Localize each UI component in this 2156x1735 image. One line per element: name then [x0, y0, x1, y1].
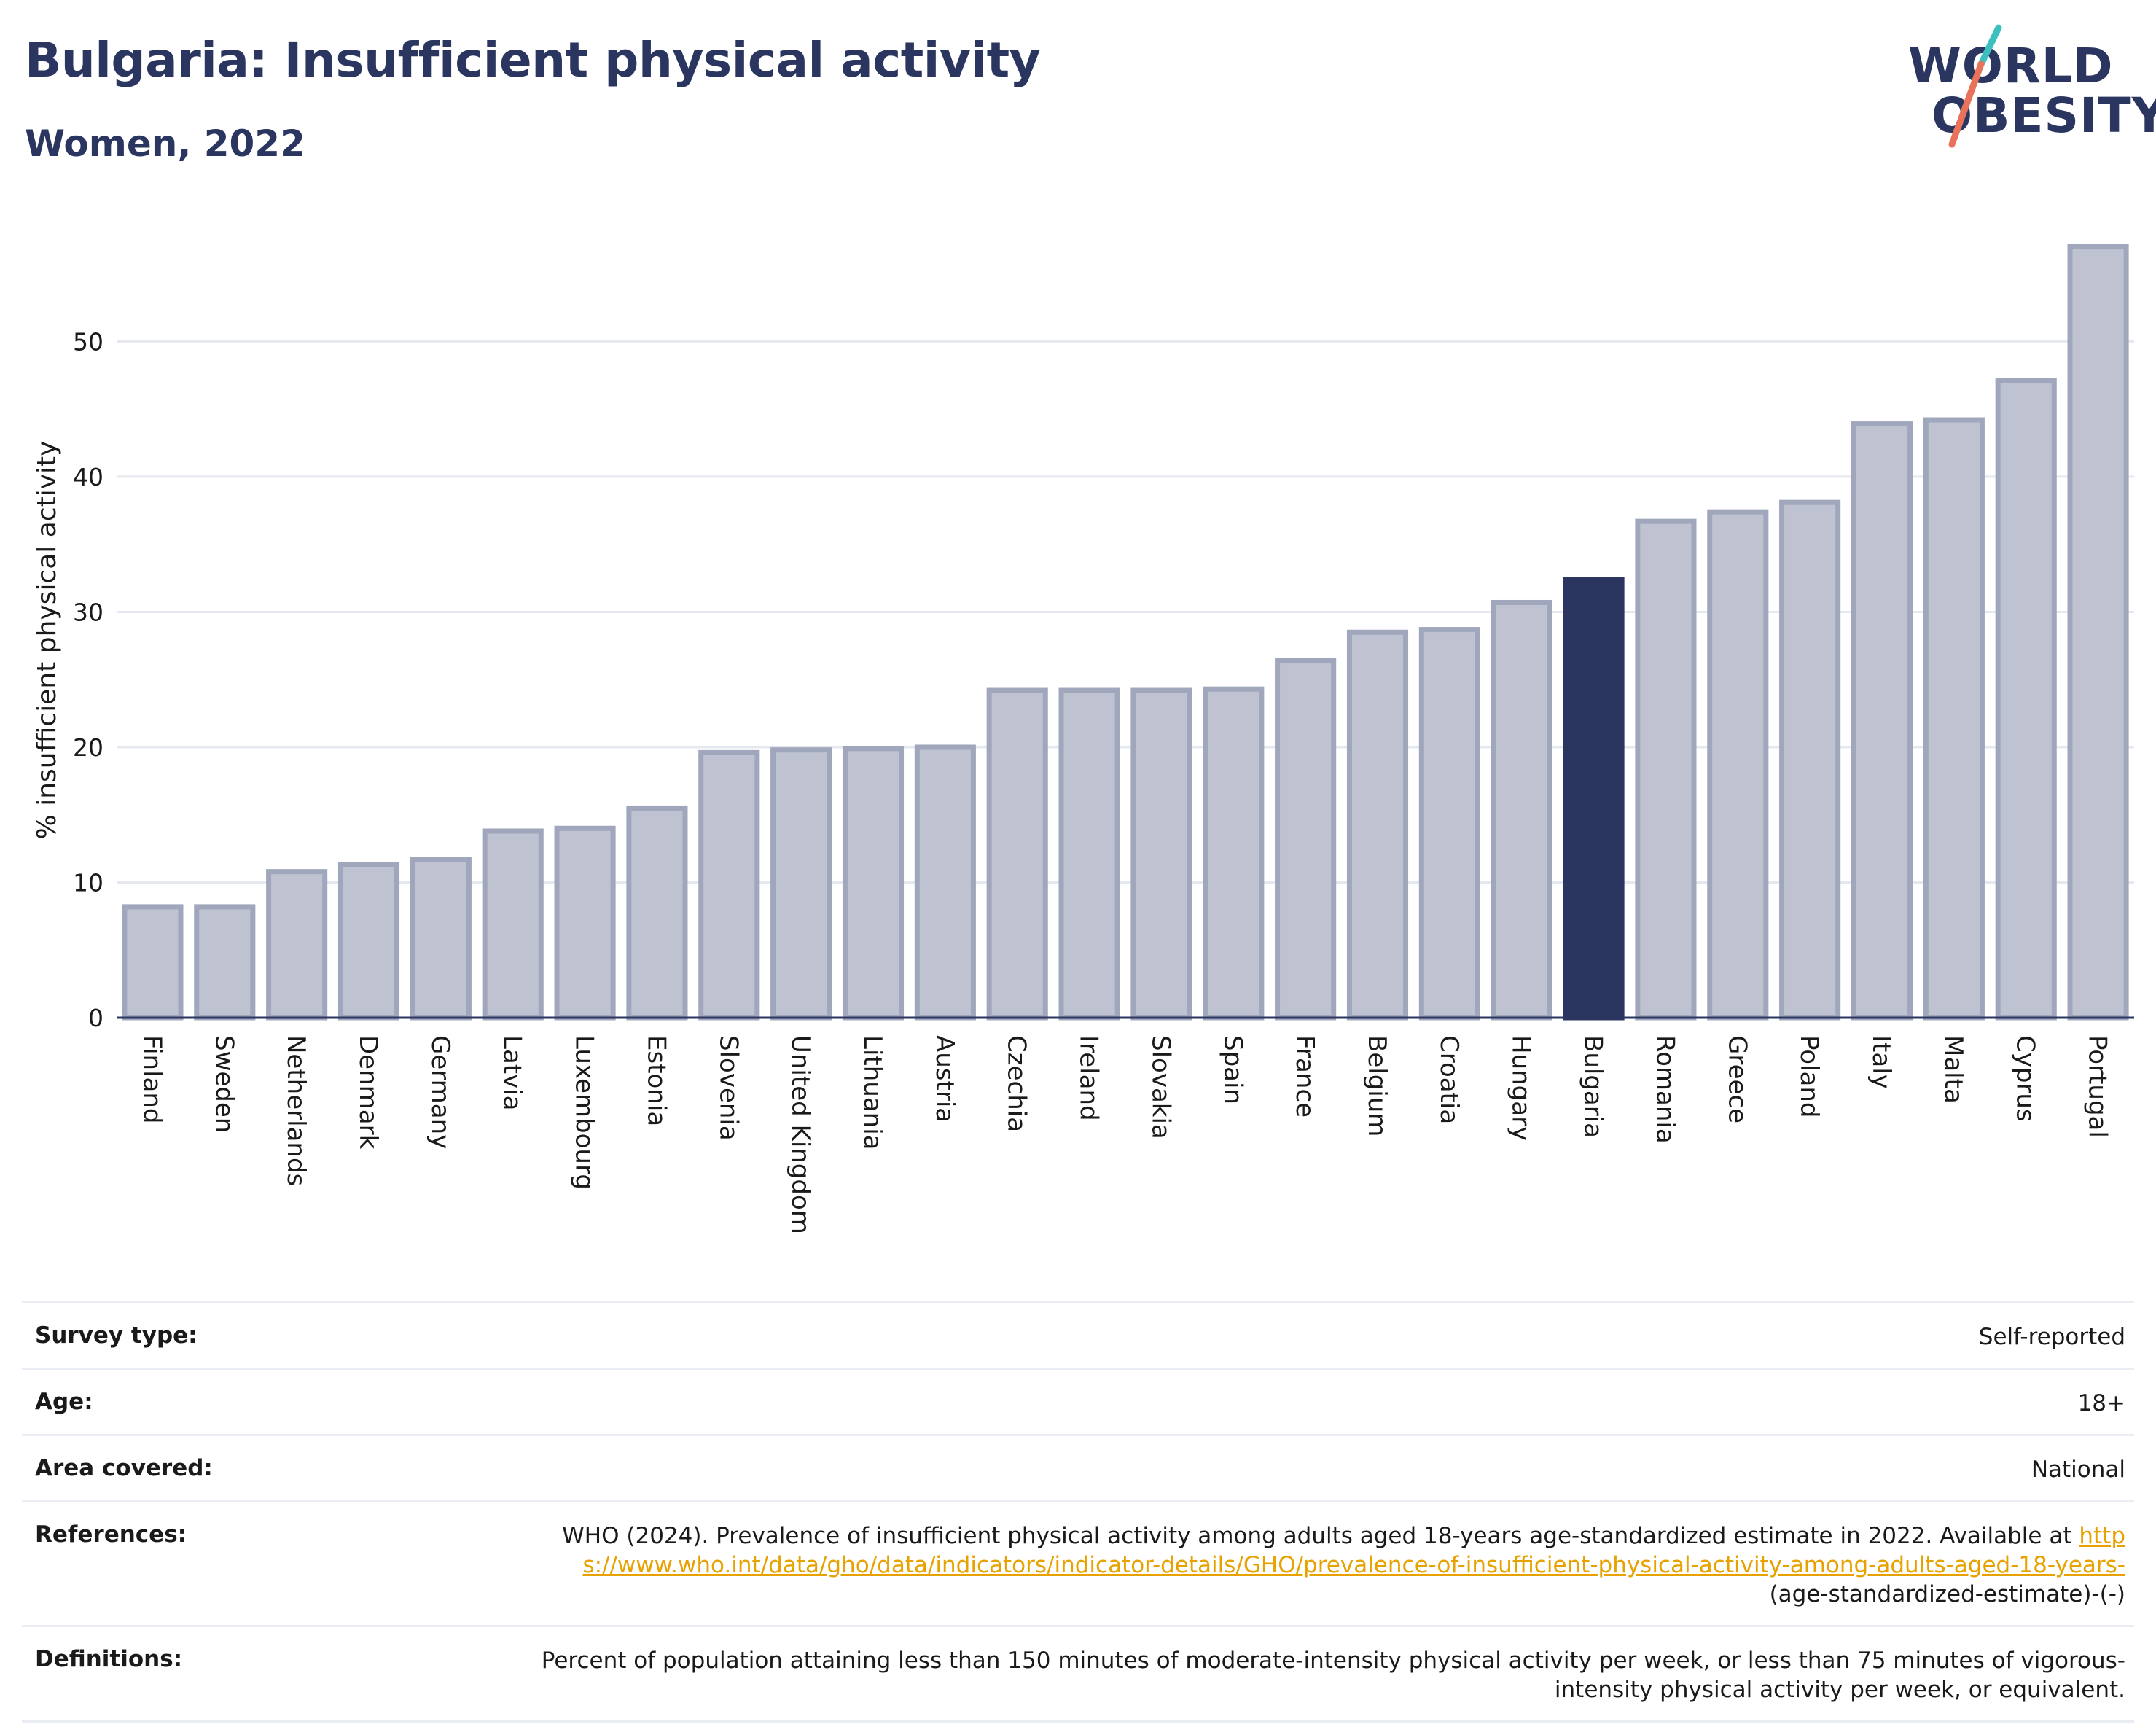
bar-united-kingdom [770, 747, 832, 1021]
x-tick-label: Italy [1867, 1035, 1896, 1089]
x-tick-label: Spain [1218, 1035, 1247, 1104]
y-tick-label: 0 [88, 1004, 103, 1032]
bar-finland [122, 904, 184, 1021]
bar-latvia [482, 828, 544, 1021]
logo-text-line1: WORLD [1908, 38, 2114, 94]
x-tick-label: Cyprus [2011, 1035, 2040, 1122]
bar-slovenia [698, 749, 760, 1021]
x-tick-label: Denmark [354, 1035, 383, 1150]
area-value: National [2031, 1457, 2125, 1483]
bar-hungary [1491, 599, 1552, 1021]
definitions-value: Percent of population attaining less tha… [541, 1648, 2125, 1703]
bar-czechia [986, 687, 1048, 1021]
x-tick-label: Luxembourg [570, 1035, 599, 1190]
bar-cyprus [1995, 378, 2057, 1021]
bar-malta [1923, 417, 1985, 1021]
x-tick-label: Lithuania [858, 1035, 887, 1150]
info-row-survey-type: Survey type: Self-reported [22, 1301, 2134, 1368]
references-label: References: [35, 1521, 187, 1548]
x-tick-label: Austria [930, 1035, 959, 1123]
bar-chart: 0 10 20 30 40 50 % insufficient physical activ… [32, 244, 2134, 1234]
info-row-area: Area covered: National [22, 1434, 2134, 1500]
bar-netherlands [266, 869, 328, 1021]
y-tick-label: 20 [73, 733, 103, 762]
references-value: WHO (2024). Prevalence of insufficient p… [536, 1521, 2125, 1609]
x-tick-label: Croatia [1434, 1035, 1464, 1124]
x-tick-label: Slovenia [714, 1035, 743, 1141]
bar-luxembourg [554, 825, 616, 1021]
y-tick-label: 50 [73, 327, 103, 356]
age-value: 18+ [2077, 1390, 2125, 1416]
x-tick-label: Netherlands [281, 1035, 310, 1186]
y-tick-label: 10 [73, 868, 103, 897]
bar-sweden [194, 904, 256, 1021]
references-text: WHO (2024). Prevalence of insufficient p… [562, 1523, 2072, 1549]
bar-greece [1707, 509, 1769, 1021]
x-tick-label: Slovakia [1146, 1035, 1175, 1139]
survey-type-value: Self-reported [1978, 1324, 2125, 1350]
bar-portugal [2067, 244, 2129, 1021]
x-tick-label: France [1290, 1035, 1319, 1118]
bar-belgium [1346, 629, 1409, 1021]
x-tick-label: Czechia [1002, 1035, 1031, 1132]
page-subtitle: Women, 2022 [25, 122, 305, 165]
bar-slovakia [1130, 687, 1192, 1021]
x-tick-label: Hungary [1507, 1035, 1536, 1141]
bar-lithuania [842, 746, 905, 1021]
references-link[interactable]: https://www.who.int/data/gho/data/indica… [582, 1523, 2125, 1578]
x-tick-label: Ireland [1074, 1035, 1104, 1121]
bar-bulgaria [1563, 577, 1625, 1021]
y-tick-label: 30 [73, 598, 103, 626]
definitions-label: Definitions: [35, 1646, 183, 1672]
y-tick-label: 40 [73, 463, 103, 491]
x-tick-label: Portugal [2083, 1035, 2112, 1138]
y-axis-label: % insufficient physical activity [32, 441, 62, 840]
x-tick-label: Sweden [209, 1035, 238, 1133]
x-tick-label: Belgium [1362, 1035, 1391, 1136]
bar-spain [1203, 686, 1265, 1021]
bar-poland [1779, 499, 1841, 1021]
x-tick-label: Romania [1650, 1035, 1679, 1144]
x-tick-label: Poland [1794, 1035, 1824, 1118]
bar-romania [1635, 518, 1697, 1021]
x-tick-label: Latvia [498, 1035, 527, 1111]
x-tick-label: Estonia [641, 1035, 671, 1126]
age-label: Age: [35, 1389, 93, 1415]
bar-italy [1851, 421, 1913, 1021]
x-tick-label: Bulgaria [1579, 1035, 1608, 1138]
bar-austria [914, 744, 976, 1021]
logo-slash-icon [1948, 24, 2002, 148]
info-table: Survey type: Self-reported Age: 18+ Area… [22, 1301, 2134, 1723]
x-tick-label: Greece [1722, 1035, 1751, 1123]
page-title: Bulgaria: Insufficient physical activity [25, 32, 1041, 88]
x-tick-label: Germany [426, 1035, 455, 1149]
bar-estonia [626, 805, 688, 1021]
bar-denmark [337, 862, 400, 1021]
bar-germany [410, 857, 472, 1021]
world-obesity-logo: WORLD OBESITY [1895, 22, 2156, 153]
area-label: Area covered: [35, 1455, 213, 1481]
info-row-age: Age: 18+ [22, 1368, 2134, 1434]
survey-type-label: Survey type: [35, 1322, 198, 1349]
info-row-definitions: Definitions: Percent of population attai… [22, 1625, 2134, 1723]
bar-croatia [1418, 627, 1480, 1021]
bar-ireland [1058, 687, 1120, 1021]
info-row-references: References: WHO (2024). Prevalence of in… [22, 1500, 2134, 1625]
x-tick-label: Finland [137, 1035, 166, 1124]
x-tick-label: United Kingdom [786, 1035, 815, 1234]
references-suffix: (age-standardized-estimate)-(-) [1769, 1581, 2125, 1607]
x-tick-label: Malta [1939, 1035, 1968, 1104]
bar-france [1275, 658, 1337, 1021]
